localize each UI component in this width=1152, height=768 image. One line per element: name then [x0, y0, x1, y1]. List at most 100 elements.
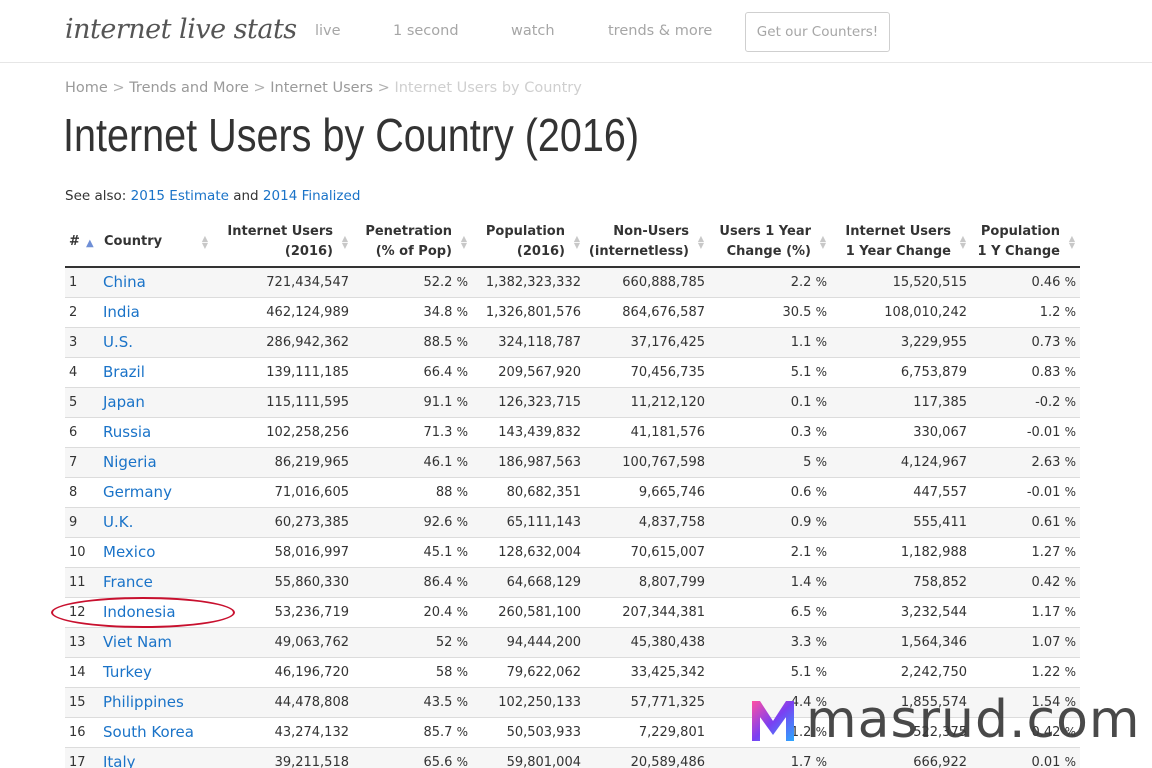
cell-country-value[interactable]: Russia [103, 423, 152, 441]
cell-non-users-value: 4,837,758 [638, 514, 705, 530]
cell-rank-value: 14 [69, 664, 86, 680]
percent-sign: % [1064, 274, 1076, 289]
cell-rank-value: 2 [69, 304, 78, 320]
cell-rank: 9 [65, 507, 100, 538]
nav-link-trends-more[interactable]: trends & more [608, 23, 713, 39]
cell-internet-users-value: 46,196,720 [274, 664, 349, 680]
cell-country[interactable]: U.S. [100, 327, 213, 358]
cell-country-value[interactable]: Nigeria [103, 453, 157, 471]
cell-penetration-value: 85.7 [423, 724, 453, 740]
cell-internet-users-change-value: 2,242,750 [900, 664, 967, 680]
cell-country-value[interactable]: Mexico [103, 543, 156, 561]
header-users-1y-change[interactable]: Users 1 Year Change (%) ▲ ▼ [709, 217, 831, 268]
top-navigation-bar: internet live stats live 1 second watch … [0, 0, 1152, 63]
cell-users-change: 6.5 % [709, 597, 831, 628]
cell-internet-users-change-value: 447,557 [913, 484, 967, 500]
cell-penetration-value: 20.4 [423, 604, 453, 620]
breadcrumb-internet-users[interactable]: Internet Users [270, 80, 374, 96]
cell-internet-users: 139,111,185 [213, 357, 353, 388]
header-internet-users[interactable]: Internet Users (2016) ▲ ▼ [213, 217, 353, 268]
cell-population: 80,682,351 [472, 477, 585, 508]
cell-country-value[interactable]: Viet Nam [103, 633, 173, 651]
cell-users-change: 1.1 % [709, 327, 831, 358]
cell-country-value[interactable]: Brazil [103, 363, 145, 381]
site-logo[interactable]: internet live stats [65, 14, 297, 45]
link-2015-estimate[interactable]: 2015 Estimate [130, 188, 229, 204]
cell-country[interactable]: Viet Nam [100, 627, 213, 658]
cell-country[interactable]: Turkey [100, 657, 213, 688]
header-country-label: Country [104, 233, 163, 249]
cell-country-value[interactable]: South Korea [103, 723, 194, 741]
nav-link-watch[interactable]: watch [511, 23, 555, 39]
cell-internet-users: 102,258,256 [213, 417, 353, 448]
cell-country[interactable]: India [100, 297, 213, 328]
cell-country-value[interactable]: Japan [103, 393, 145, 411]
sort-arrows-icon: ▲ ▼ [697, 233, 704, 250]
link-2014-finalized[interactable]: 2014 Finalized [262, 188, 361, 204]
cell-country-value[interactable]: China [103, 273, 146, 292]
table-row: 13 Viet Nam 49,063,762 52 % 94,444,200 45,380… [65, 627, 1080, 658]
cell-country[interactable]: South Korea [100, 717, 213, 748]
header-internet-users-1y-change[interactable]: Internet Users 1 Year Change ▲ ▼ [831, 217, 971, 268]
percent-sign: % [815, 754, 827, 768]
cell-population-value: 1,382,323,332 [485, 274, 581, 290]
cell-internet-users-change: 3,229,955 [831, 327, 971, 358]
header-rank[interactable]: # ▲ [65, 217, 100, 268]
cell-country[interactable]: China [100, 267, 213, 298]
table-row: 11 France 55,860,330 86.4 % 64,668,129 8,807,… [65, 567, 1080, 598]
cell-country-value[interactable]: Philippines [103, 693, 184, 711]
cell-population: 64,668,129 [472, 567, 585, 598]
cell-population-change: 1.17 % [971, 597, 1080, 628]
cell-internet-users-change-value: 758,852 [913, 574, 967, 590]
percent-sign: % [815, 424, 827, 439]
cell-rank: 7 [65, 447, 100, 478]
cell-country-value[interactable]: Turkey [103, 663, 152, 681]
cell-country[interactable]: Philippines [100, 687, 213, 718]
get-counters-button[interactable]: Get our Counters! [745, 12, 890, 52]
percent-sign: % [815, 484, 827, 499]
cell-country[interactable]: France [100, 567, 213, 598]
cell-non-users: 4,837,758 [585, 507, 709, 538]
breadcrumb-trends[interactable]: Trends and More [129, 80, 249, 96]
header-non-users[interactable]: Non-Users (internetless) ▲ ▼ [585, 217, 709, 268]
cell-country[interactable]: Mexico [100, 537, 213, 568]
cell-country[interactable]: Brazil [100, 357, 213, 388]
cell-internet-users-change-value: 117,385 [913, 394, 967, 410]
cell-penetration: 58 % [353, 657, 472, 688]
cell-internet-users-value: 102,258,256 [266, 424, 349, 440]
cell-non-users-value: 57,771,325 [630, 694, 705, 710]
cell-penetration: 20.4 % [353, 597, 472, 628]
percent-sign: % [1064, 394, 1076, 409]
sort-arrows-icon: ▲ ▼ [819, 233, 826, 250]
cell-country[interactable]: Nigeria [100, 447, 213, 478]
cell-country[interactable]: Japan [100, 387, 213, 418]
breadcrumb-home[interactable]: Home [65, 80, 108, 96]
cell-penetration: 65.6 % [353, 747, 472, 768]
cell-country-value[interactable]: U.K. [103, 513, 134, 531]
header-population[interactable]: Population (2016) ▲ ▼ [472, 217, 585, 268]
header-rank-label: # [69, 233, 80, 249]
cell-country[interactable]: Germany [100, 477, 213, 508]
cell-country-value[interactable]: India [103, 303, 140, 321]
cell-country-value[interactable]: Italy [103, 753, 136, 768]
nav-link-1-second[interactable]: 1 second [393, 23, 459, 39]
cell-penetration-value: 45.1 [423, 544, 453, 560]
cell-country-value[interactable]: Germany [103, 483, 172, 501]
cell-country-value[interactable]: France [103, 573, 153, 591]
cell-population-change-value: 0.46 [1031, 274, 1061, 290]
percent-sign: % [1064, 304, 1076, 319]
cell-country-value[interactable]: U.S. [103, 333, 134, 351]
cell-country[interactable]: Russia [100, 417, 213, 448]
header-country[interactable]: Country ▲ ▼ [100, 217, 213, 268]
cell-population-change-value: 0.01 [1031, 754, 1061, 768]
header-population-1y-change[interactable]: Population 1 Y Change ▲ ▼ [971, 217, 1080, 268]
header-penetration[interactable]: Penetration (% of Pop) ▲ ▼ [353, 217, 472, 268]
cell-penetration-value: 52 [435, 634, 453, 650]
cell-country[interactable]: Italy [100, 747, 213, 768]
header-line: (2016) [284, 243, 333, 259]
nav-link-live[interactable]: live [315, 23, 341, 39]
cell-internet-users-change: 758,852 [831, 567, 971, 598]
cell-country[interactable]: U.K. [100, 507, 213, 538]
cell-non-users-value: 100,767,598 [622, 454, 705, 470]
percent-sign: % [456, 454, 468, 469]
